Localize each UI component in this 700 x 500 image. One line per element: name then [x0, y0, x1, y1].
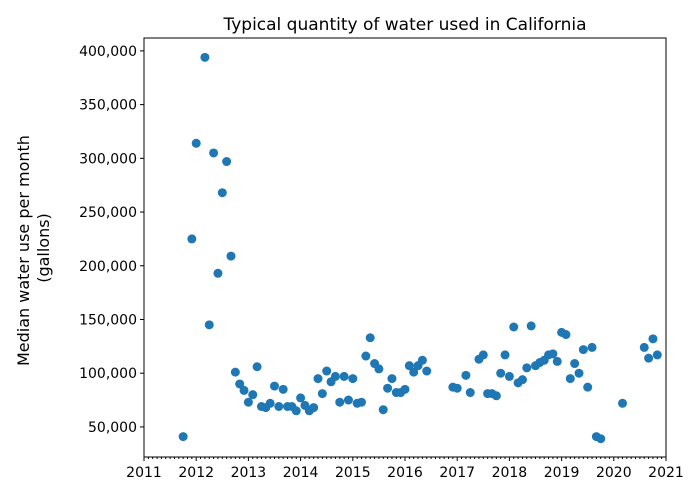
data-point — [491, 391, 501, 401]
data-point — [583, 382, 593, 392]
data-points — [178, 52, 662, 444]
data-point — [422, 366, 432, 376]
data-point — [461, 370, 471, 380]
y-tick-label: 200,000 — [79, 259, 137, 275]
data-point — [243, 397, 253, 407]
data-point — [409, 367, 419, 377]
data-point — [235, 379, 245, 389]
data-point — [270, 381, 279, 391]
data-point — [209, 148, 219, 158]
x-tick-label: 2018 — [492, 465, 528, 481]
data-point — [417, 355, 427, 365]
data-point — [200, 52, 210, 62]
data-point — [383, 383, 393, 393]
x-tick-label: 2015 — [335, 465, 371, 481]
y-tick-label: 300,000 — [79, 151, 137, 167]
data-point — [335, 397, 345, 407]
data-point — [639, 342, 649, 352]
data-point — [578, 345, 588, 355]
data-point — [561, 330, 571, 340]
data-point — [526, 321, 536, 331]
data-point — [187, 234, 197, 244]
data-point — [517, 375, 527, 385]
data-point — [274, 402, 284, 412]
data-point — [204, 320, 214, 330]
data-point — [374, 364, 384, 374]
data-point — [496, 368, 506, 378]
data-point — [357, 397, 366, 407]
data-point — [317, 389, 327, 399]
data-point — [339, 371, 349, 381]
data-point — [504, 371, 514, 381]
x-tick-label: 2019 — [544, 465, 580, 481]
data-point — [565, 374, 575, 384]
y-axis: 50,000 100,000 150,000 200,000 250,000 300,00… — [79, 44, 144, 436]
data-point — [239, 385, 249, 395]
data-point — [265, 398, 275, 408]
data-point — [343, 395, 353, 405]
y-tick-label: 50,000 — [88, 420, 137, 436]
data-point — [248, 390, 258, 400]
data-point — [478, 350, 488, 360]
data-point — [191, 138, 201, 148]
chart-title: Typical quantity of water used in Califo… — [222, 15, 586, 35]
data-point — [365, 333, 375, 343]
data-point — [522, 363, 532, 373]
data-point — [230, 367, 240, 377]
data-point — [652, 350, 662, 360]
y-tick-label: 100,000 — [79, 366, 137, 382]
data-point — [400, 384, 410, 394]
data-point — [226, 251, 236, 261]
data-point — [330, 371, 340, 381]
data-point — [361, 351, 371, 361]
data-point — [596, 434, 606, 444]
x-tick-label: 2013 — [231, 465, 267, 481]
data-point — [213, 268, 223, 278]
data-point — [296, 393, 306, 403]
data-point — [348, 374, 358, 384]
x-tick-label: 2017 — [439, 465, 475, 481]
data-point — [618, 398, 627, 408]
data-point — [548, 349, 558, 359]
data-point — [404, 361, 414, 371]
y-axis-label-line-1: Median water use per month — [14, 135, 33, 366]
data-point — [570, 359, 580, 369]
x-tick-label: 2011 — [126, 465, 162, 481]
data-point — [222, 157, 232, 167]
data-point — [217, 188, 227, 198]
x-tick-label: 2016 — [387, 465, 423, 481]
data-point — [178, 432, 188, 442]
y-tick-label: 250,000 — [79, 205, 137, 221]
data-point — [552, 356, 562, 366]
data-point — [500, 350, 510, 360]
data-point — [587, 342, 597, 352]
data-point — [452, 383, 462, 393]
data-point — [278, 384, 288, 394]
y-tick-label: 150,000 — [79, 312, 137, 328]
plot-frame — [143, 37, 667, 458]
x-tick-label: 2020 — [596, 465, 632, 481]
x-tick-label: 2012 — [178, 465, 214, 481]
data-point — [252, 362, 262, 372]
data-point — [322, 366, 332, 376]
x-tick-label: 2021 — [648, 465, 684, 481]
x-tick-label: 2014 — [283, 465, 319, 481]
data-point — [291, 406, 301, 416]
y-axis-label: Median water use per month (gallons) — [14, 130, 53, 366]
data-point — [378, 405, 388, 415]
data-point — [644, 353, 654, 363]
y-tick-label: 400,000 — [79, 44, 137, 60]
data-point — [313, 374, 323, 384]
data-point — [465, 388, 475, 398]
data-point — [509, 322, 519, 332]
y-tick-label: 350,000 — [79, 98, 137, 114]
data-point — [309, 403, 319, 413]
data-point — [574, 368, 584, 378]
y-axis-label-line-2: (gallons) — [34, 213, 53, 283]
data-point — [648, 334, 658, 344]
data-point — [387, 374, 397, 384]
x-axis: 2011 2012 2013 2014 2015 2016 2017 2018 2019 2020… — [126, 457, 684, 481]
